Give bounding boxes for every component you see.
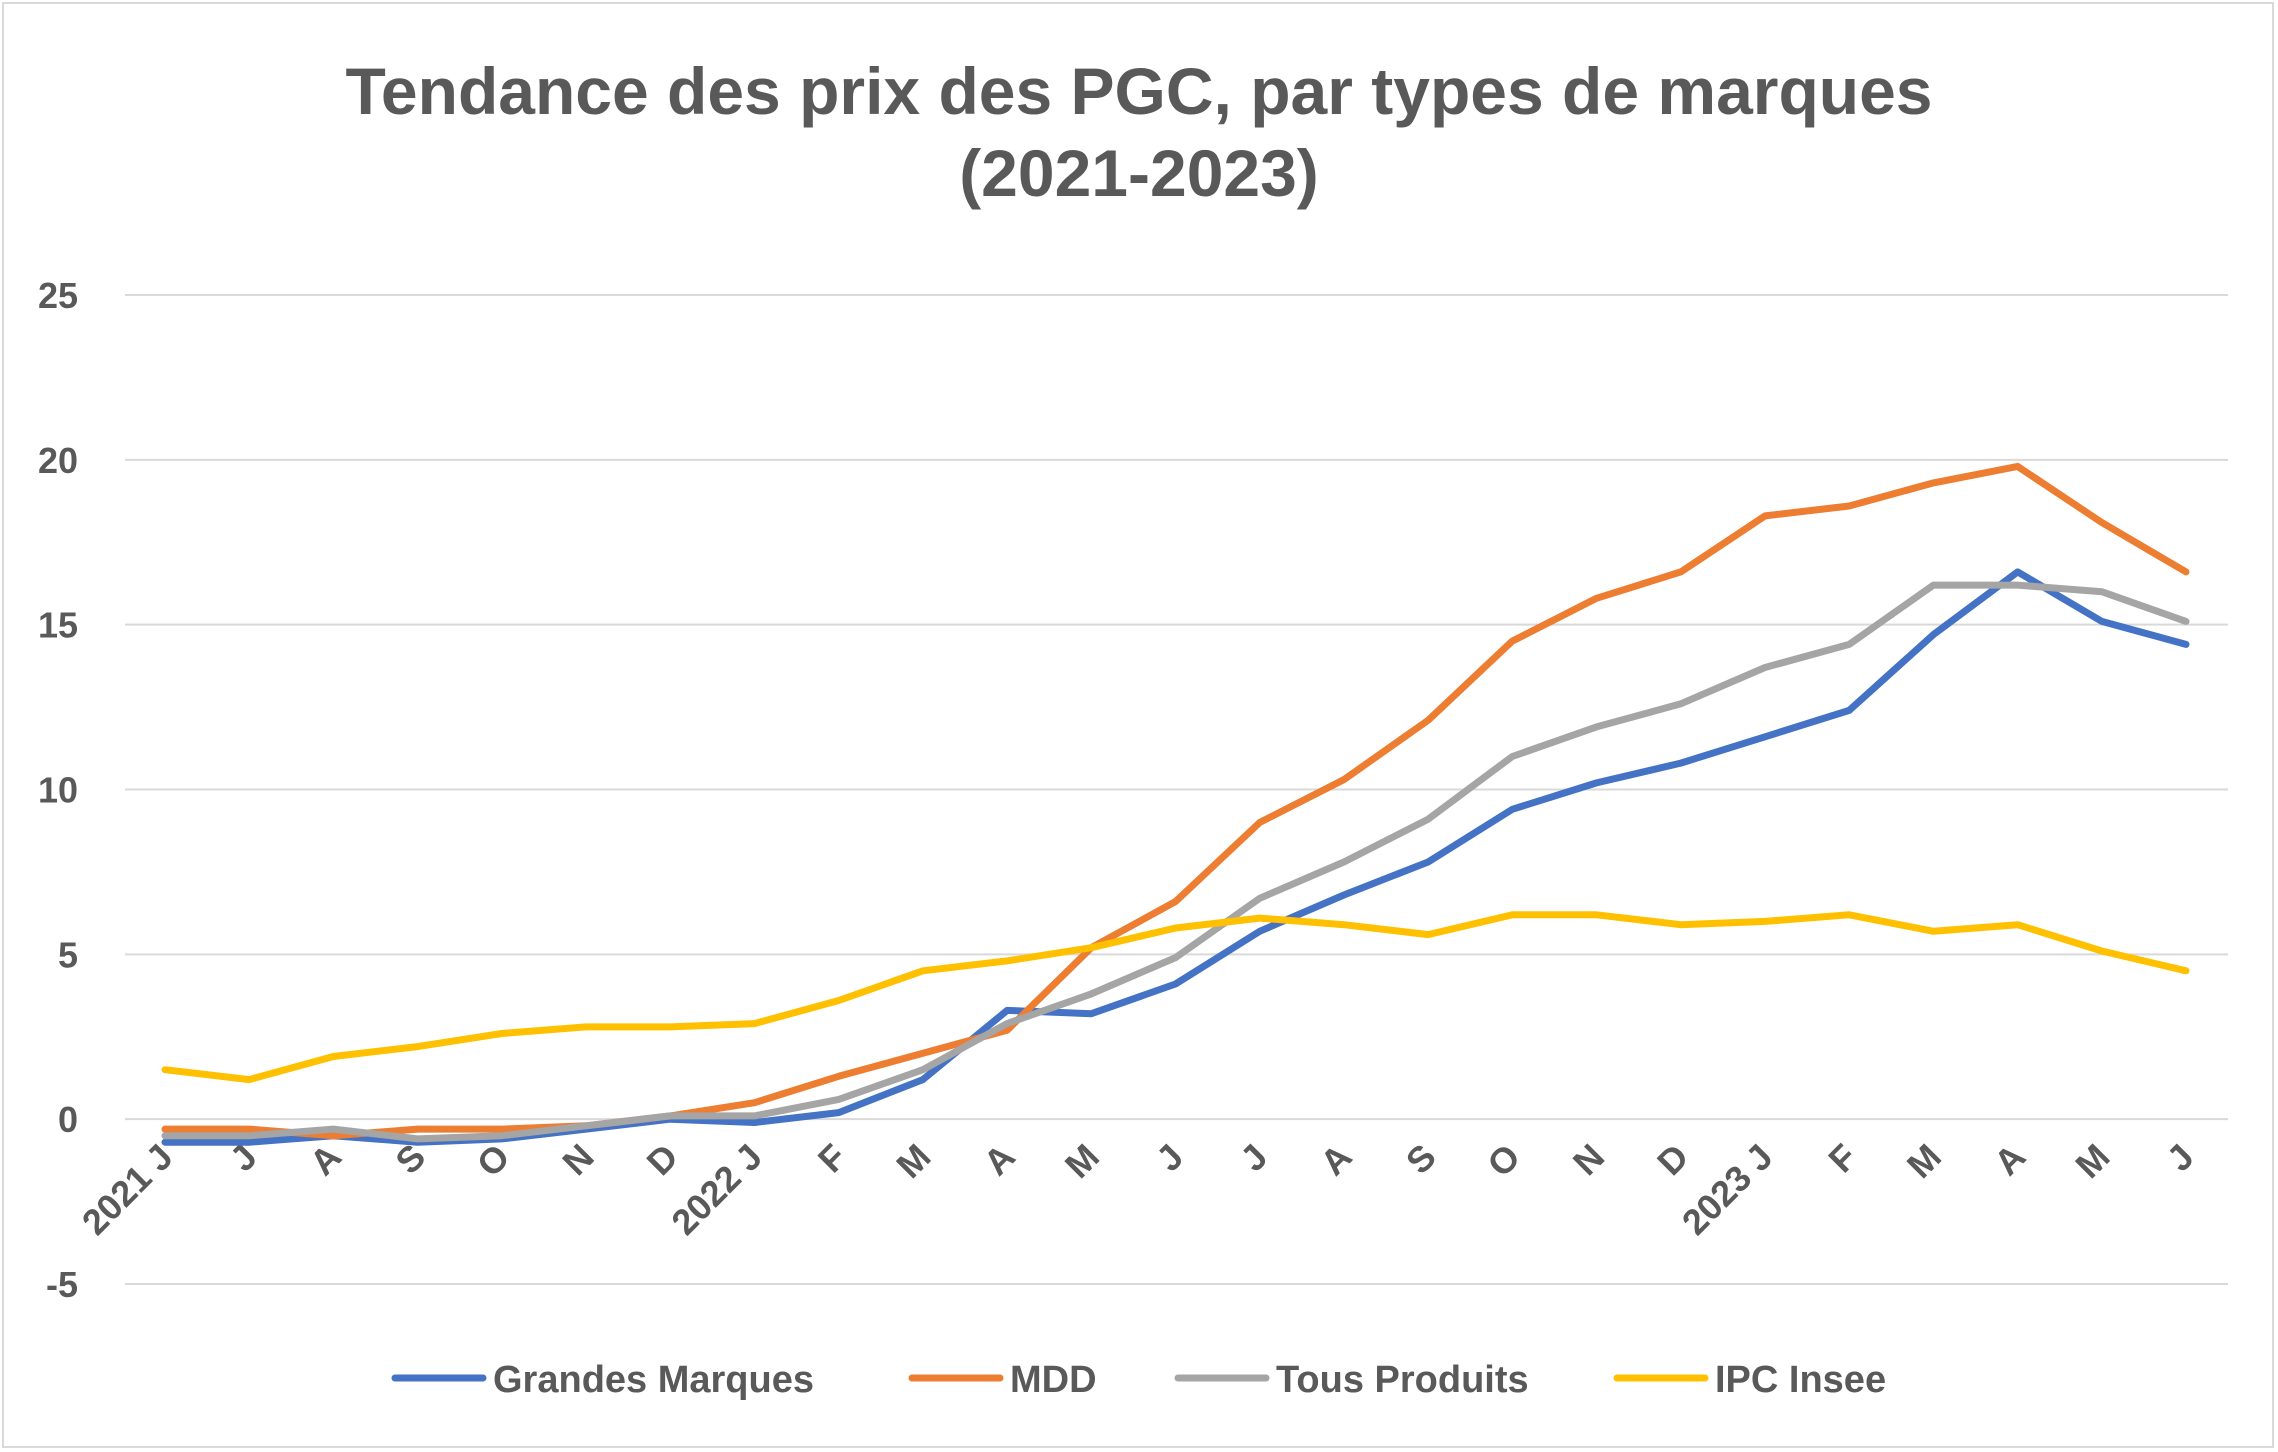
y-tick-label: 25 <box>38 275 78 316</box>
legend-label: Tous Produits <box>1276 1359 1529 1401</box>
series-line-tous-produits <box>161 581 2190 1143</box>
y-tick-label: -5 <box>46 1264 78 1305</box>
x-tick-label: F <box>1820 1136 1865 1181</box>
x-tick-label: A <box>975 1136 1022 1183</box>
chart-title-line1: Tendance des prix des PGC, par types de … <box>345 54 1933 128</box>
x-tick-label: O <box>1479 1136 1528 1185</box>
series-line-mdd <box>161 462 2190 1140</box>
y-tick-label: 15 <box>38 605 78 646</box>
y-tick-label: 0 <box>58 1099 78 1140</box>
y-tick-label: 5 <box>58 934 78 975</box>
y-tick-label: 20 <box>38 440 78 481</box>
chart-title: Tendance des prix des PGC, par types de … <box>0 50 2278 214</box>
x-tick-label: M <box>1899 1136 1949 1186</box>
x-tick-label: D <box>639 1136 686 1183</box>
x-tick-label: N <box>554 1136 601 1183</box>
x-tick-label: 2022 J <box>663 1136 770 1243</box>
legend-label: Grandes Marques <box>493 1359 814 1401</box>
x-tick-label: 2021 J <box>74 1136 181 1243</box>
x-tick-label: A <box>1312 1136 1359 1183</box>
legend-label: IPC Insee <box>1715 1359 1886 1401</box>
x-tick-label: M <box>2067 1136 2117 1186</box>
x-tick-label: M <box>1057 1136 1107 1186</box>
chart-title-line2: (2021-2023) <box>959 136 1319 210</box>
series-line-grandes-marques <box>161 568 2190 1146</box>
y-axis-ticks: -5 0 5 10 15 20 25 <box>38 275 78 1305</box>
series-lines <box>161 462 2190 1146</box>
x-tick-label: J <box>2159 1136 2202 1179</box>
x-tick-label: D <box>1649 1136 1696 1183</box>
x-tick-label: A <box>302 1136 349 1183</box>
x-tick-label: J <box>1232 1136 1275 1179</box>
x-tick-label: F <box>810 1136 855 1181</box>
x-tick-label: A <box>1986 1136 2033 1183</box>
legend-label: MDD <box>1010 1359 1097 1401</box>
y-tick-label: 10 <box>38 770 78 811</box>
x-tick-label: N <box>1565 1136 1612 1183</box>
x-tick-label: M <box>888 1136 938 1186</box>
series-line-ipc-insee <box>161 911 2190 1084</box>
x-tick-label: J <box>1148 1136 1191 1179</box>
legend: Grandes Marques MDD Tous Produits IPC Insee <box>391 1359 1886 1401</box>
x-tick-label: S <box>1398 1136 1444 1182</box>
x-tick-label: 2023 J <box>1674 1136 1781 1243</box>
